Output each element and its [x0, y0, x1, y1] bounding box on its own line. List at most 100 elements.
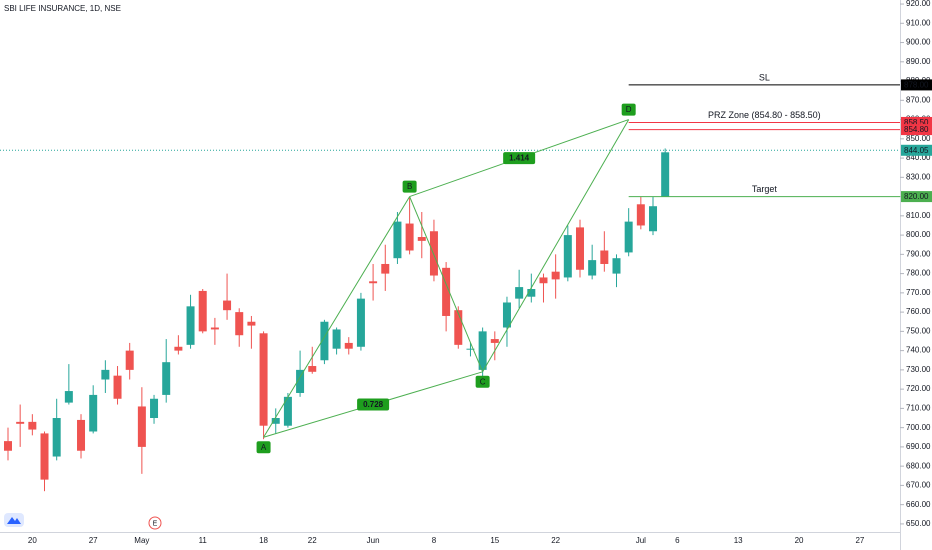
x-tick-label: Jun [367, 536, 380, 545]
pattern-line [263, 196, 411, 438]
ratio-badge [357, 398, 390, 411]
candle-body [113, 375, 122, 399]
candle-body [77, 419, 86, 451]
candle-body [356, 298, 365, 347]
candle-body [186, 306, 195, 345]
candle-body [137, 406, 146, 447]
candle-body [466, 348, 475, 350]
candle-body [624, 221, 633, 253]
y-tick-label: 700.00 [906, 423, 931, 432]
y-tick-label: 780.00 [906, 269, 931, 278]
y-tick-label: 740.00 [906, 346, 931, 355]
x-tick-label: 20 [795, 536, 804, 545]
candle-body [527, 289, 536, 297]
candle-body [369, 281, 378, 284]
x-tick-label: 8 [432, 536, 437, 545]
y-tick-label: 920.00 [906, 0, 931, 8]
y-tick-label: 670.00 [906, 481, 931, 490]
event-marker [148, 516, 162, 530]
point-label: A [261, 443, 267, 452]
pattern-line [482, 119, 630, 373]
candle-body [332, 329, 341, 349]
candle-body [101, 369, 110, 380]
candle-body [575, 227, 584, 270]
x-tick-label: 20 [28, 536, 37, 545]
ratio-label: 0.728 [363, 400, 384, 409]
point-label: D [626, 105, 632, 114]
price-box-label: 858.50 [904, 118, 929, 127]
candle-body [308, 366, 317, 372]
candle-body [649, 206, 658, 232]
candle-body [223, 300, 232, 311]
y-tick-label: 760.00 [906, 307, 931, 316]
y-tick-label: 900.00 [906, 38, 931, 47]
point-badge [475, 375, 490, 388]
candle-body [40, 433, 49, 480]
x-tick-label: 6 [675, 536, 680, 545]
ratio-label: 1.414 [509, 154, 530, 163]
candle-body [125, 350, 134, 370]
point-label: B [407, 182, 412, 191]
price-box [901, 144, 932, 156]
x-tick-label: 27 [89, 536, 98, 545]
y-tick-label: 730.00 [906, 365, 931, 374]
candle-body [636, 204, 645, 226]
y-tick-label: 660.00 [906, 500, 931, 509]
price-box-label: 878.00 [904, 81, 929, 90]
candle-body [64, 391, 73, 403]
price-box-label: 844.05 [904, 146, 929, 155]
candle-body [393, 221, 402, 259]
x-tick-label: 27 [855, 536, 864, 545]
price-box [901, 191, 932, 203]
price-box-label: 820.00 [904, 192, 929, 201]
level-text: PRZ Zone (854.80 - 858.50) [708, 110, 821, 120]
ratio-badge [503, 152, 536, 165]
x-tick-label: 18 [259, 536, 268, 545]
candle-body [296, 369, 305, 393]
y-tick-label: 810.00 [906, 211, 931, 220]
candle-body [478, 331, 487, 370]
candle-body [600, 250, 609, 264]
candle-body [515, 287, 524, 299]
point-label: C [480, 377, 486, 386]
y-tick-label: 710.00 [906, 403, 931, 412]
point-badge [621, 103, 636, 116]
level-text: SL [759, 72, 770, 82]
candle-body [320, 321, 329, 361]
x-tick-label: 13 [734, 536, 743, 545]
x-tick-label: 22 [551, 536, 560, 545]
candle-body [28, 421, 37, 430]
y-tick-label: 770.00 [906, 288, 931, 297]
candle-body [588, 260, 597, 276]
y-tick-label: 890.00 [906, 57, 931, 66]
candle-body [551, 271, 560, 280]
candle-body [150, 398, 159, 419]
candle-body [417, 237, 426, 241]
y-tick-label: 750.00 [906, 326, 931, 335]
candle-body [235, 312, 244, 336]
candle-body [283, 396, 292, 426]
y-tick-label: 690.00 [906, 442, 931, 451]
candle-body [271, 418, 280, 424]
price-box [901, 124, 932, 136]
y-tick-label: 650.00 [906, 519, 931, 528]
x-tick-label: 22 [308, 536, 317, 545]
candle-body [490, 339, 499, 343]
candle-body [405, 223, 414, 251]
candle-body [454, 310, 463, 345]
candle-body [442, 267, 451, 316]
candle-body [563, 235, 572, 278]
y-tick-label: 790.00 [906, 249, 931, 258]
candle-body [247, 321, 256, 326]
x-tick-label: 11 [199, 536, 208, 545]
candle-body [89, 394, 98, 432]
logo [4, 513, 24, 527]
candle-body [4, 441, 12, 451]
candle-body [344, 342, 353, 349]
candle-body [661, 152, 670, 197]
y-tick-label: 910.00 [906, 18, 931, 27]
candle-body [259, 333, 268, 426]
pattern-line [409, 196, 484, 372]
